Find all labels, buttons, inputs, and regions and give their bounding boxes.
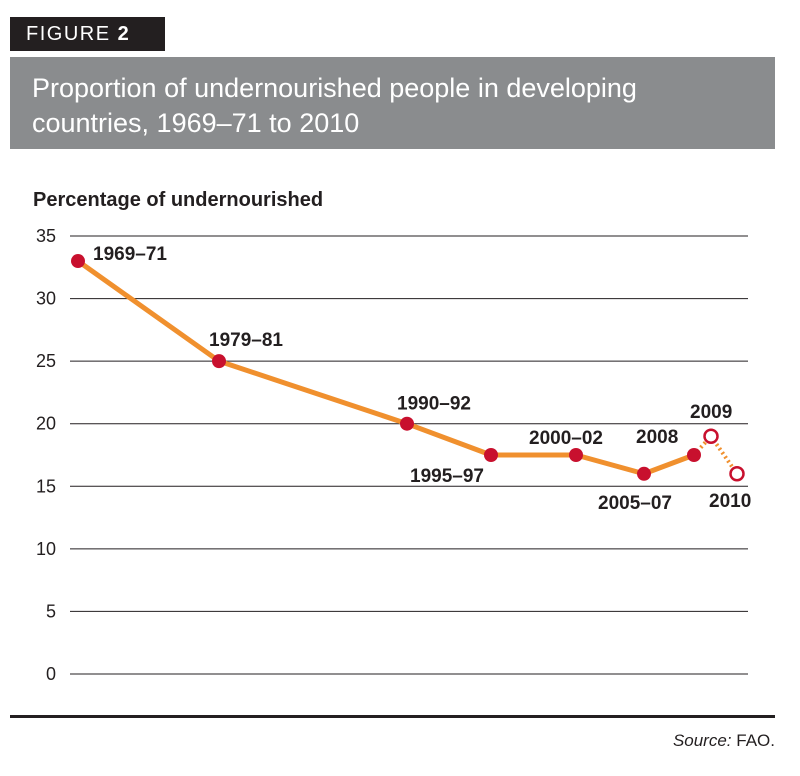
data-point <box>637 466 651 481</box>
y-tick-label: 25 <box>36 351 56 371</box>
data-label: 1990–92 <box>397 394 471 415</box>
y-tick-label: 0 <box>46 664 56 684</box>
source-prefix: Source: <box>672 731 732 750</box>
data-point <box>569 448 583 462</box>
y-tick-label: 5 <box>46 601 56 621</box>
figure-tag: FIGURE 2 <box>10 17 165 51</box>
y-tick-label: 10 <box>36 539 56 559</box>
y-tick-labels: 0 5 10 15 20 25 30 35 <box>36 226 56 684</box>
data-label: 1995–97 <box>410 466 484 487</box>
y-tick-label: 35 <box>36 226 56 246</box>
data-point <box>687 448 701 462</box>
data-points <box>71 254 745 482</box>
gridlines <box>70 235 748 675</box>
y-tick-label: 15 <box>36 476 56 496</box>
y-tick-label: 20 <box>36 414 56 434</box>
title-band: Proportion of undernourished people in d… <box>10 57 775 149</box>
bottom-rule <box>10 715 775 718</box>
data-label: 1979–81 <box>209 330 283 351</box>
figure-number: 2 <box>117 23 129 45</box>
y-axis-label: Percentage of undernourished <box>33 189 323 211</box>
data-labels: 1969–71 1979–81 1990–92 1995–97 2000–02 2005–… <box>93 244 751 514</box>
data-label: 2010 <box>709 491 751 512</box>
data-point <box>484 448 498 462</box>
y-tick-label: 30 <box>36 289 56 309</box>
data-point <box>71 254 85 269</box>
source-text: FAO. <box>736 731 775 750</box>
figure-prefix: FIGURE <box>26 23 111 45</box>
data-point <box>400 416 414 431</box>
source-note: Source: FAO. <box>673 731 775 751</box>
data-label: 1969–71 <box>93 244 167 265</box>
data-point <box>212 354 226 369</box>
data-label: 2008 <box>636 427 678 448</box>
chart-title: Proportion of undernourished people in d… <box>32 73 637 138</box>
data-point-projected <box>729 466 745 482</box>
data-label: 2000–02 <box>529 428 603 449</box>
data-label: 2009 <box>690 402 732 423</box>
data-point-projected <box>703 428 719 444</box>
data-label: 2005–07 <box>598 493 672 514</box>
